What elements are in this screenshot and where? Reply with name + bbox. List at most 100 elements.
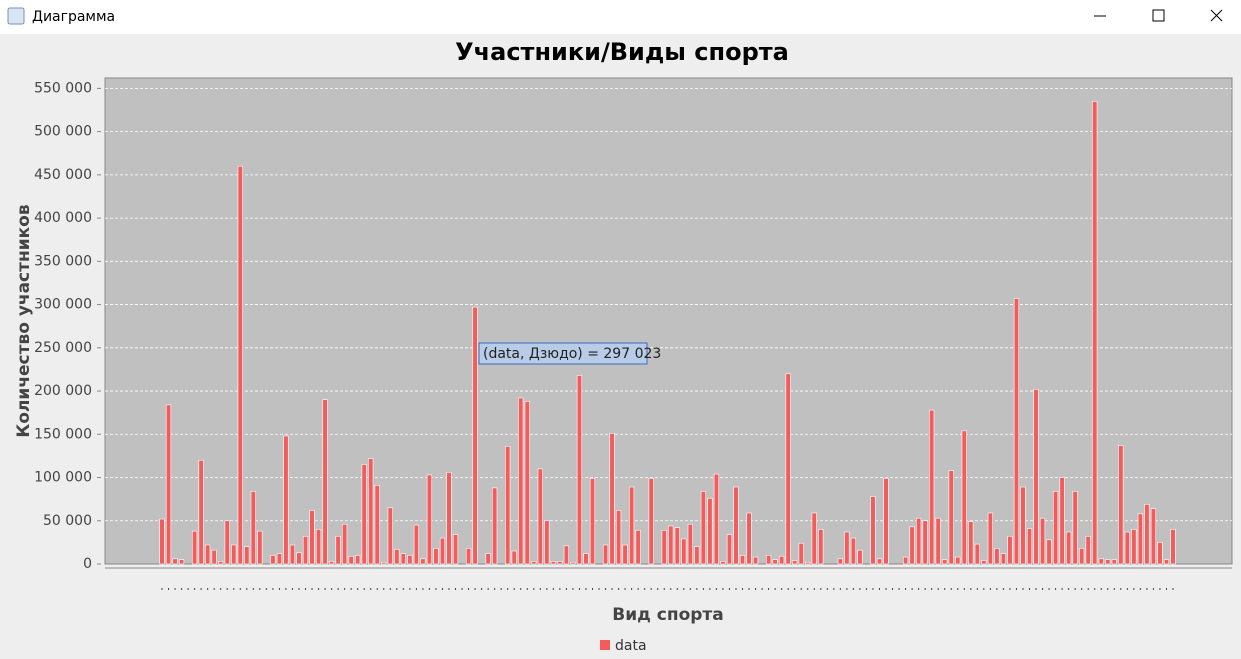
maximize[interactable] bbox=[1152, 9, 1165, 22]
legend-swatch bbox=[600, 640, 610, 650]
bar bbox=[524, 401, 530, 565]
bar bbox=[583, 553, 589, 565]
bar bbox=[752, 556, 759, 565]
bar bbox=[178, 559, 185, 565]
bar bbox=[1098, 558, 1104, 565]
bar bbox=[1059, 477, 1065, 565]
bar bbox=[315, 529, 322, 565]
bar bbox=[192, 530, 198, 565]
bar bbox=[981, 560, 987, 565]
y-tick-label: 50 000 bbox=[43, 513, 92, 529]
bar bbox=[452, 534, 459, 565]
bar bbox=[733, 486, 739, 565]
bar bbox=[296, 552, 302, 565]
bar bbox=[681, 538, 687, 565]
plot-area bbox=[104, 77, 1233, 565]
bar bbox=[961, 430, 967, 565]
bar bbox=[465, 548, 472, 565]
bar bbox=[1026, 528, 1033, 565]
bar bbox=[576, 375, 583, 565]
bar bbox=[987, 512, 993, 565]
bar bbox=[1039, 517, 1046, 565]
bar bbox=[400, 553, 406, 565]
y-tick-label: 400 000 bbox=[34, 210, 92, 226]
bar bbox=[1105, 559, 1111, 565]
bar bbox=[948, 470, 954, 565]
bar bbox=[407, 555, 413, 565]
close[interactable] bbox=[1210, 9, 1223, 22]
bar bbox=[446, 472, 452, 565]
bar bbox=[485, 553, 491, 565]
y-tick-label: 350 000 bbox=[34, 253, 92, 269]
bar bbox=[211, 549, 217, 565]
bar bbox=[511, 550, 517, 565]
bar bbox=[648, 478, 654, 565]
bar bbox=[544, 520, 550, 565]
bar bbox=[394, 548, 400, 565]
y-axis-label: Количество участников bbox=[14, 204, 34, 437]
y-tick-label: 100 000 bbox=[34, 470, 92, 486]
bar bbox=[289, 544, 296, 565]
bar bbox=[374, 485, 380, 565]
tooltip: (data, Дзюдо) = 297 023 bbox=[483, 346, 661, 362]
bar bbox=[1163, 559, 1170, 565]
bar bbox=[909, 526, 915, 565]
bar bbox=[250, 491, 256, 565]
bar bbox=[361, 464, 367, 565]
bar bbox=[694, 546, 700, 565]
bar bbox=[1157, 542, 1163, 565]
bar bbox=[257, 530, 263, 565]
bar bbox=[1144, 504, 1150, 565]
bar bbox=[1072, 491, 1078, 565]
y-tick-label: 500 000 bbox=[34, 124, 92, 140]
bar bbox=[492, 487, 498, 565]
bar bbox=[270, 555, 276, 565]
y-tick-label: 300 000 bbox=[34, 297, 92, 313]
title-bar bbox=[0, 0, 1241, 34]
bar bbox=[557, 561, 563, 565]
bar bbox=[916, 517, 922, 565]
bar bbox=[739, 555, 746, 565]
bar bbox=[472, 306, 478, 565]
bar bbox=[818, 529, 824, 565]
bar bbox=[902, 556, 909, 565]
x-axis-label: Вид спорта bbox=[612, 605, 724, 625]
bar bbox=[420, 558, 426, 565]
bar bbox=[700, 491, 706, 565]
bar bbox=[1111, 559, 1117, 565]
bar bbox=[746, 512, 752, 565]
bar bbox=[785, 373, 791, 565]
bar bbox=[348, 555, 354, 565]
bar bbox=[798, 542, 804, 565]
y-tick-label: 550 000 bbox=[34, 80, 92, 96]
bar bbox=[283, 435, 289, 565]
bar bbox=[1020, 486, 1026, 565]
bar bbox=[1033, 389, 1039, 565]
bar bbox=[1066, 531, 1072, 565]
bar bbox=[335, 536, 341, 565]
bar bbox=[857, 549, 863, 565]
bar bbox=[1085, 536, 1091, 565]
bar bbox=[713, 473, 720, 565]
bar bbox=[844, 531, 850, 565]
bar bbox=[661, 529, 667, 565]
bar bbox=[355, 555, 361, 565]
bar bbox=[1052, 491, 1059, 565]
bar bbox=[955, 556, 961, 565]
bar bbox=[531, 561, 537, 565]
bar bbox=[674, 527, 680, 565]
bar bbox=[381, 561, 387, 565]
bar bbox=[433, 548, 439, 565]
legend-label: data bbox=[615, 638, 647, 654]
bar bbox=[537, 468, 543, 565]
y-tick-label: 200 000 bbox=[34, 383, 92, 399]
bar bbox=[974, 543, 980, 565]
bar bbox=[1118, 445, 1124, 565]
y-tick-label: 150 000 bbox=[34, 426, 92, 442]
bar bbox=[942, 559, 948, 565]
bar bbox=[1170, 529, 1176, 565]
bar bbox=[589, 478, 596, 565]
tooltip-box bbox=[478, 342, 648, 365]
